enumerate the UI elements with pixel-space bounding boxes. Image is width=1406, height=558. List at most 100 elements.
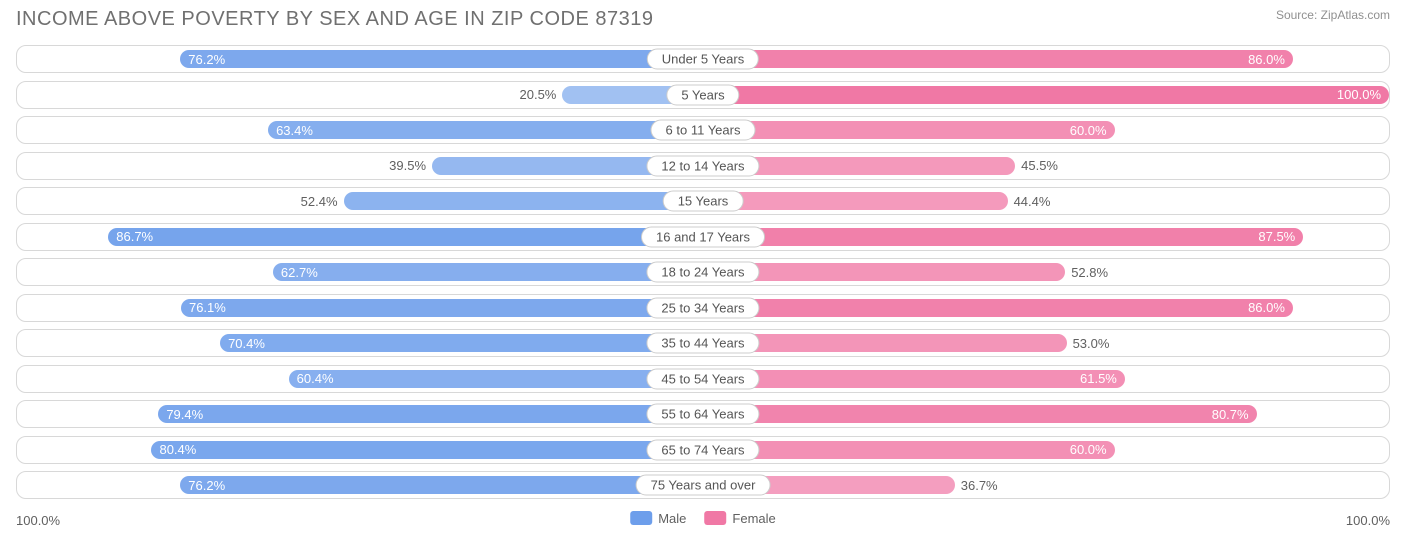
category-label: 25 to 34 Years bbox=[646, 297, 759, 318]
female-value: 86.0% bbox=[1248, 50, 1285, 68]
category-label: 5 Years bbox=[666, 84, 739, 105]
female-bar: 87.5% bbox=[703, 228, 1303, 246]
female-value: 52.8% bbox=[1071, 259, 1108, 285]
female-bar: 100.0% bbox=[703, 86, 1389, 104]
male-half: 39.5% bbox=[17, 153, 703, 179]
female-half: 60.0% bbox=[703, 117, 1389, 143]
female-bar bbox=[703, 192, 1008, 210]
legend-female-label: Female bbox=[732, 511, 775, 526]
male-bar: 80.4% bbox=[151, 441, 703, 459]
male-value: 70.4% bbox=[228, 334, 265, 352]
chart-row: 63.4% 60.0% 6 to 11 Years bbox=[16, 116, 1390, 144]
female-bar: 80.7% bbox=[703, 405, 1257, 423]
male-value: 39.5% bbox=[389, 153, 426, 179]
legend-male-swatch bbox=[630, 511, 652, 525]
female-value: 36.7% bbox=[961, 472, 998, 498]
male-half: 80.4% bbox=[17, 437, 703, 463]
female-bar: 86.0% bbox=[703, 50, 1293, 68]
category-label: 55 to 64 Years bbox=[646, 404, 759, 425]
category-label: 18 to 24 Years bbox=[646, 262, 759, 283]
male-value: 76.1% bbox=[189, 299, 226, 317]
male-value: 62.7% bbox=[281, 263, 318, 281]
chart-legend: Male Female bbox=[630, 511, 776, 526]
chart-row: 86.7% 87.5% 16 and 17 Years bbox=[16, 223, 1390, 251]
female-value: 44.4% bbox=[1014, 188, 1051, 214]
poverty-chart: INCOME ABOVE POVERTY BY SEX AND AGE IN Z… bbox=[0, 0, 1406, 558]
female-bar: 61.5% bbox=[703, 370, 1125, 388]
chart-rows: 76.2% 86.0% Under 5 Years 20.5%100.0%5 Year… bbox=[16, 45, 1390, 499]
female-half: 100.0% bbox=[703, 82, 1389, 108]
male-bar: 76.2% bbox=[180, 50, 703, 68]
female-value: 61.5% bbox=[1080, 370, 1117, 388]
male-half: 20.5% bbox=[17, 82, 703, 108]
male-value: 79.4% bbox=[166, 405, 203, 423]
female-bar: 86.0% bbox=[703, 299, 1293, 317]
category-label: 65 to 74 Years bbox=[646, 439, 759, 460]
female-half: 61.5% bbox=[703, 366, 1389, 392]
male-half: 62.7% bbox=[17, 259, 703, 285]
female-value: 60.0% bbox=[1070, 121, 1107, 139]
axis-max-left: 100.0% bbox=[16, 513, 60, 528]
category-label: 15 Years bbox=[663, 191, 744, 212]
chart-row: 60.4% 61.5% 45 to 54 Years bbox=[16, 365, 1390, 393]
male-value: 76.2% bbox=[188, 50, 225, 68]
chart-source: Source: ZipAtlas.com bbox=[1276, 8, 1390, 22]
male-bar: 86.7% bbox=[108, 228, 703, 246]
category-label: Under 5 Years bbox=[647, 49, 759, 70]
male-bar bbox=[344, 192, 703, 210]
male-value: 80.4% bbox=[159, 441, 196, 459]
legend-female-swatch bbox=[704, 511, 726, 525]
female-half: 52.8% bbox=[703, 259, 1389, 285]
female-bar: 60.0% bbox=[703, 441, 1115, 459]
female-half: 60.0% bbox=[703, 437, 1389, 463]
female-value: 80.7% bbox=[1212, 405, 1249, 423]
male-half: 76.2% bbox=[17, 472, 703, 498]
chart-row: 76.2% 86.0% Under 5 Years bbox=[16, 45, 1390, 73]
legend-male: Male bbox=[630, 511, 686, 526]
male-half: 70.4% bbox=[17, 330, 703, 356]
category-label: 75 Years and over bbox=[636, 475, 771, 496]
male-bar: 63.4% bbox=[268, 121, 703, 139]
female-value: 53.0% bbox=[1073, 330, 1110, 356]
male-value: 86.7% bbox=[116, 228, 153, 246]
female-value: 87.5% bbox=[1258, 228, 1295, 246]
category-label: 35 to 44 Years bbox=[646, 333, 759, 354]
female-half: 44.4% bbox=[703, 188, 1389, 214]
chart-row: 62.7% 52.8% 18 to 24 Years bbox=[16, 258, 1390, 286]
category-label: 6 to 11 Years bbox=[651, 120, 756, 141]
male-bar: 76.1% bbox=[181, 299, 703, 317]
chart-row: 76.1% 86.0% 25 to 34 Years bbox=[16, 294, 1390, 322]
male-half: 63.4% bbox=[17, 117, 703, 143]
male-half: 52.4% bbox=[17, 188, 703, 214]
chart-row: 39.5% 45.5%12 to 14 Years bbox=[16, 152, 1390, 180]
chart-footer: 100.0% Male Female 100.0% bbox=[16, 507, 1390, 541]
category-label: 16 and 17 Years bbox=[641, 226, 765, 247]
male-bar: 60.4% bbox=[289, 370, 703, 388]
male-half: 76.2% bbox=[17, 46, 703, 72]
male-bar: 62.7% bbox=[273, 263, 703, 281]
category-label: 45 to 54 Years bbox=[646, 368, 759, 389]
male-half: 76.1% bbox=[17, 295, 703, 321]
female-half: 86.0% bbox=[703, 295, 1389, 321]
legend-female: Female bbox=[704, 511, 775, 526]
female-half: 53.0% bbox=[703, 330, 1389, 356]
male-bar: 79.4% bbox=[158, 405, 703, 423]
chart-row: 80.4% 60.0%65 to 74 Years bbox=[16, 436, 1390, 464]
chart-header: INCOME ABOVE POVERTY BY SEX AND AGE IN Z… bbox=[16, 8, 1390, 31]
female-half: 80.7% bbox=[703, 401, 1389, 427]
female-half: 87.5% bbox=[703, 224, 1389, 250]
female-half: 86.0% bbox=[703, 46, 1389, 72]
male-value: 52.4% bbox=[301, 188, 338, 214]
chart-row: 79.4% 80.7% 55 to 64 Years bbox=[16, 400, 1390, 428]
female-bar: 60.0% bbox=[703, 121, 1115, 139]
category-label: 12 to 14 Years bbox=[646, 155, 759, 176]
female-value: 86.0% bbox=[1248, 299, 1285, 317]
legend-male-label: Male bbox=[658, 511, 686, 526]
male-bar: 76.2% bbox=[180, 476, 703, 494]
male-half: 60.4% bbox=[17, 366, 703, 392]
male-half: 86.7% bbox=[17, 224, 703, 250]
male-bar: 70.4% bbox=[220, 334, 703, 352]
female-half: 45.5% bbox=[703, 153, 1389, 179]
chart-title: INCOME ABOVE POVERTY BY SEX AND AGE IN Z… bbox=[16, 8, 653, 31]
chart-row: 52.4% 44.4% 15 Years bbox=[16, 187, 1390, 215]
